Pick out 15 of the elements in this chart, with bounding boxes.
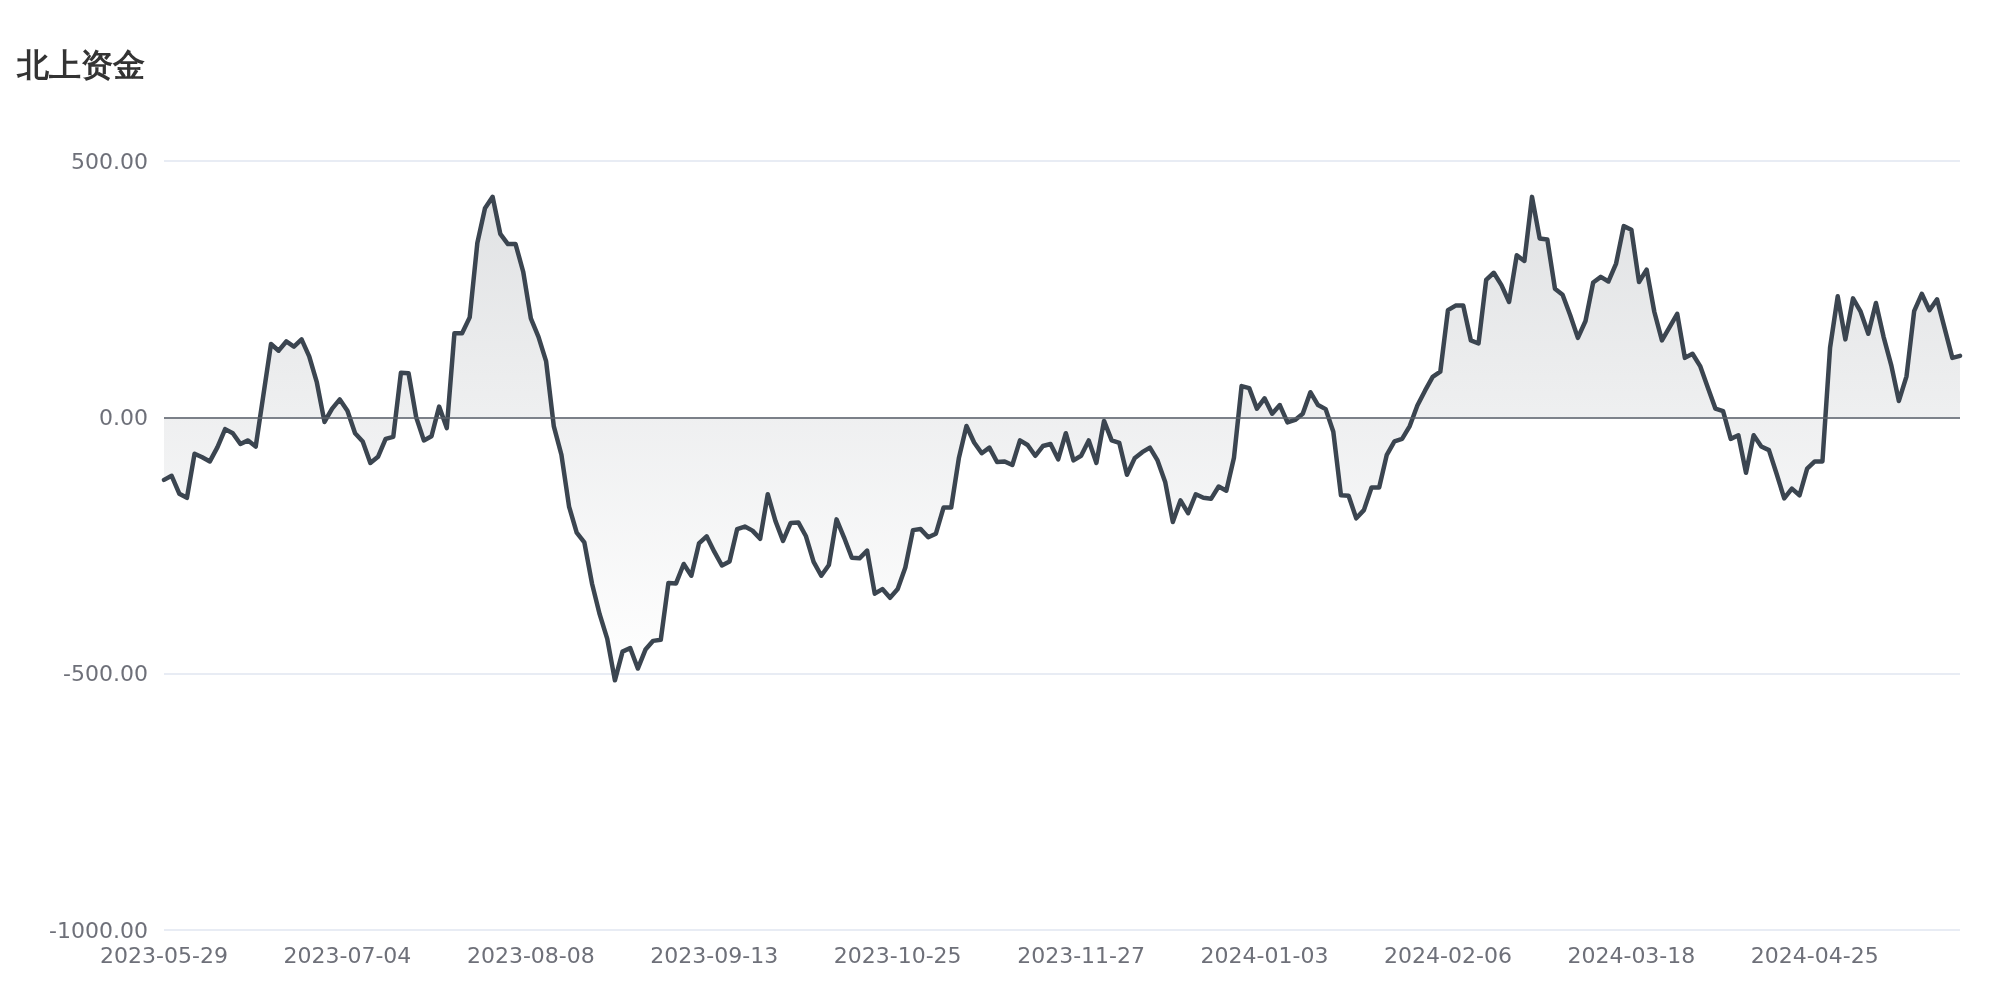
y-tick-label: -1000.00 — [49, 917, 148, 943]
x-tick-label: 2024-03-18 — [1567, 942, 1696, 968]
x-tick-label: 2023-08-08 — [466, 942, 595, 968]
x-tick-label: 2024-01-03 — [1200, 942, 1329, 968]
y-tick-label: 0.00 — [99, 404, 148, 430]
x-tick-label: 2023-09-13 — [650, 942, 779, 968]
x-tick-label: 2024-04-25 — [1750, 942, 1879, 968]
x-tick-label: 2023-05-29 — [100, 942, 228, 968]
y-tick-label: -500.00 — [63, 661, 148, 687]
y-tick-label: 500.00 — [71, 148, 148, 174]
chart-title: 北上资金 — [16, 46, 145, 84]
x-tick-label: 2023-10-25 — [833, 942, 962, 968]
x-tick-label: 2023-07-04 — [283, 942, 412, 968]
x-tick-label: 2024-02-06 — [1384, 942, 1512, 968]
x-tick-label: 2023-11-27 — [1017, 942, 1146, 968]
